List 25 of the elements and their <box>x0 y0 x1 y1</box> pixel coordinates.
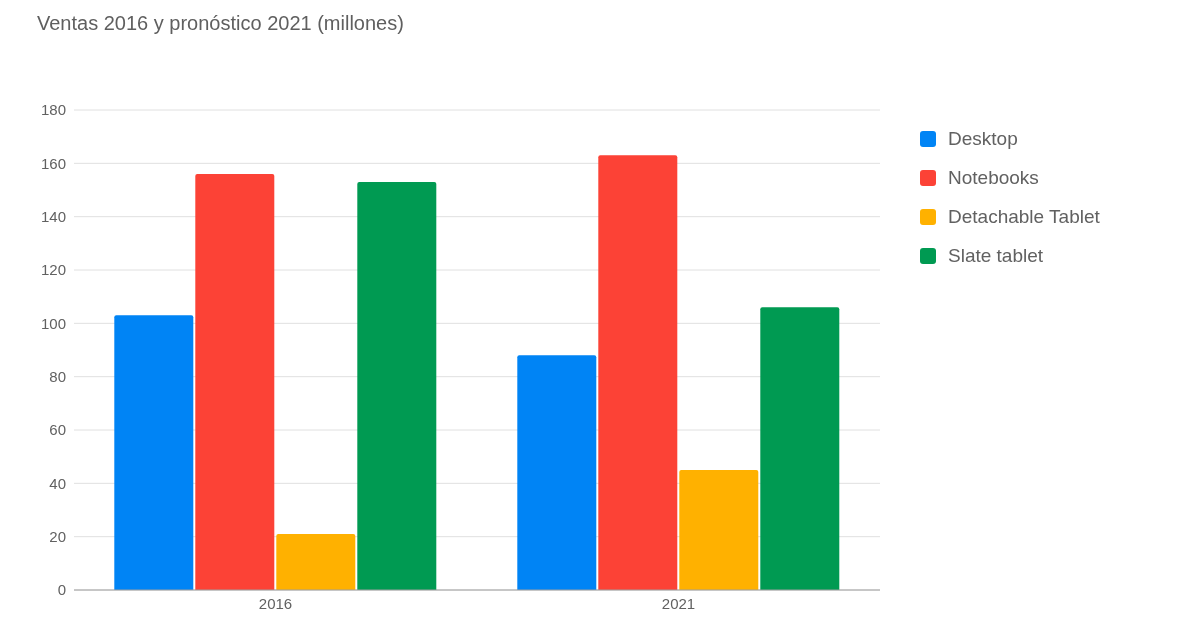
y-tick-label: 20 <box>49 527 66 545</box>
y-tick-label: 100 <box>40 314 66 332</box>
y-tick-label: 60 <box>49 421 66 439</box>
bar <box>679 470 759 590</box>
y-tick-label: 160 <box>40 154 66 172</box>
bar <box>114 315 194 590</box>
chart-title: Ventas 2016 y pronóstico 2021 (millones) <box>37 12 404 35</box>
y-tick-label: 80 <box>49 367 66 385</box>
x-tick-label: 2016 <box>258 594 293 612</box>
legend-label: Slate tablet <box>948 245 1044 267</box>
y-tick-label: 180 <box>40 101 66 119</box>
legend-label: Desktop <box>948 128 1018 150</box>
y-tick-label: 0 <box>57 581 66 599</box>
bar <box>195 174 275 590</box>
bar <box>760 307 840 590</box>
y-tick-label: 40 <box>49 474 66 492</box>
bar <box>598 155 678 590</box>
bar <box>357 182 437 590</box>
legend-label: Detachable Tablet <box>948 206 1100 228</box>
x-tick-label: 2021 <box>661 594 696 612</box>
y-tick-label: 120 <box>40 261 66 279</box>
bar <box>517 355 597 590</box>
bar <box>276 534 356 590</box>
y-tick-label: 140 <box>40 207 66 225</box>
legend-label: Notebooks <box>948 167 1039 189</box>
